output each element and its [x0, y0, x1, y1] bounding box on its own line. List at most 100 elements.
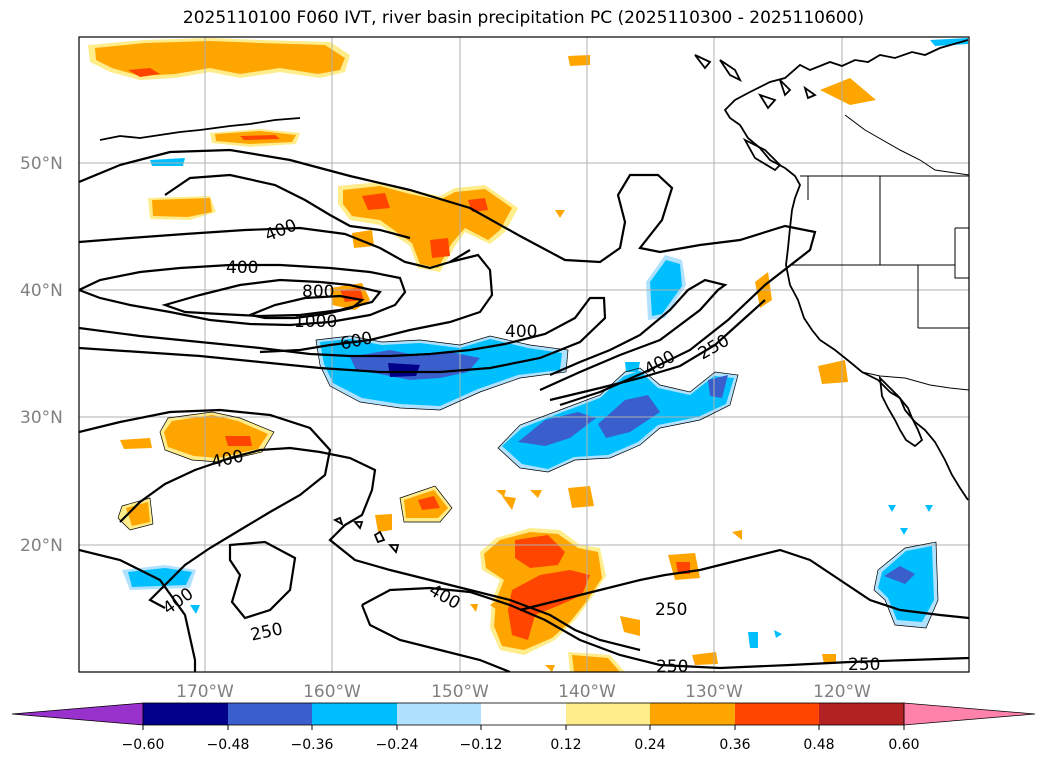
borders [790, 114, 969, 391]
coastline-vancouver [742, 137, 782, 172]
colorbar-bin [566, 703, 650, 725]
positive-area [164, 415, 268, 458]
lon-label: 170°W [176, 682, 234, 702]
positive-area [572, 655, 620, 672]
negative-area [650, 260, 682, 316]
positive-area [620, 616, 640, 636]
contour-label: 1000 [294, 312, 337, 332]
positive-area [128, 68, 160, 77]
negative-area [388, 363, 420, 377]
negative-area [625, 362, 640, 372]
ivt-contour [228, 540, 297, 620]
positive-area [375, 514, 392, 532]
colorbar-tick-label: −0.48 [207, 737, 250, 753]
ivt-contour [79, 296, 607, 374]
lat-label: 30°N [20, 408, 63, 428]
colorbar-bin [397, 703, 481, 725]
colorbar-bin [143, 703, 228, 725]
ivt-contour [361, 586, 969, 670]
positive-area [568, 486, 594, 508]
state-borders [790, 114, 969, 329]
colorbar-tick-label: 0.24 [634, 737, 665, 753]
positive-area [418, 496, 440, 510]
positive-area [515, 535, 565, 568]
ivt-contour [360, 604, 511, 672]
border-us-mexico [861, 371, 969, 391]
positive-area [568, 55, 590, 66]
colorbar-bin [819, 703, 904, 725]
positive-area [95, 41, 345, 76]
colorbar-bin [312, 703, 397, 725]
lat-label: 50°N [20, 154, 63, 174]
positive-area [152, 198, 212, 217]
lon-label: 150°W [431, 682, 489, 702]
colorbar-tick-label: 0.60 [888, 737, 919, 753]
negative-area [900, 528, 908, 535]
negative-area [774, 630, 782, 638]
lat-label: 20°N [20, 536, 63, 556]
lon-label: 120°W [813, 682, 871, 702]
positive-area [818, 360, 848, 384]
colorbar-tick-label: −0.24 [376, 737, 419, 753]
precip-shading [88, 38, 968, 672]
colorbar-bin [650, 703, 735, 725]
colorbar-bin [228, 703, 312, 725]
negative-area [878, 546, 934, 622]
positive-area [555, 210, 565, 218]
contour-label: 250 [848, 655, 880, 675]
negative-area [708, 375, 728, 398]
contour-label: 400 [226, 258, 258, 278]
latitude-labels: 50°N 40°N 30°N 20°N [20, 154, 63, 556]
colorbar-tick-label: 0.12 [550, 737, 581, 753]
colorbar: −0.60 −0.48 −0.36 −0.24 −0.12 0.12 0.24 … [11, 702, 1036, 753]
negative-area [930, 38, 968, 46]
colorbar-tick-label: −0.12 [460, 737, 503, 753]
colorbar-tick-label: 0.48 [803, 737, 834, 753]
ivt-contour [164, 173, 411, 240]
colorbar-bin [735, 703, 819, 725]
map-title: 2025110100 F060 IVT, river basin precipi… [182, 8, 865, 28]
negative-area [925, 505, 933, 512]
positive-area [490, 600, 500, 612]
contour-label: 800 [302, 282, 334, 302]
lon-label: 160°W [303, 682, 361, 702]
negative-area [884, 566, 915, 584]
ivt-contour [79, 263, 407, 327]
contour-label: 250 [656, 657, 688, 677]
contour-label: 250 [655, 600, 687, 620]
positive-area [692, 652, 718, 665]
colorbar-tick-label: −0.60 [122, 737, 165, 753]
negative-area [150, 158, 185, 166]
ivt-contour [79, 226, 471, 270]
ivt-contour [79, 408, 332, 609]
ivt-contour [79, 548, 197, 672]
positive-area [240, 135, 280, 140]
positive-area [225, 436, 252, 446]
lat-label: 40°N [20, 281, 63, 301]
positive-area [732, 530, 742, 540]
colorbar-extend-max [903, 702, 1036, 726]
negative-area [518, 412, 596, 446]
ivt-contour [519, 548, 969, 620]
plot-frame [78, 36, 970, 673]
coastline-aleutians [99, 117, 301, 141]
negative-area [190, 605, 200, 614]
lon-label: 140°W [558, 682, 616, 702]
shading-outlines [117, 335, 939, 629]
positive-area [530, 490, 542, 498]
positive-area [502, 496, 516, 510]
graticule [79, 37, 969, 672]
ivt-contour [259, 253, 494, 354]
coastline-baja [878, 375, 924, 448]
ivt-contour [539, 278, 728, 392]
positive-area [508, 570, 590, 640]
colorbar-tick-label: 0.36 [719, 737, 750, 753]
positive-area [545, 665, 555, 672]
coastline-alaska-islands [694, 54, 817, 110]
coastlines [99, 39, 969, 554]
longitude-labels: 170°W 160°W 150°W 140°W 130°W 120°W [176, 682, 871, 702]
ivt-contour [549, 299, 766, 402]
ivt-contour [246, 294, 365, 320]
positive-area [362, 193, 390, 210]
